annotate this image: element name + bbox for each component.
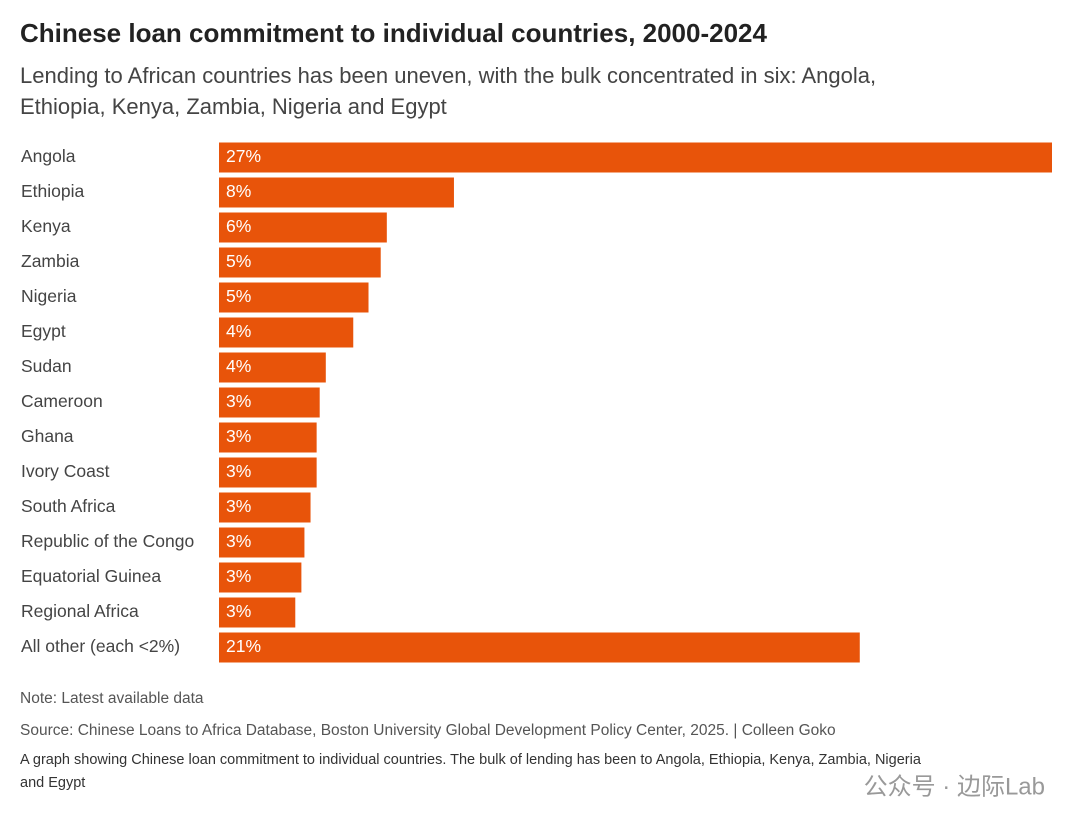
category-label: Zambia: [21, 251, 80, 271]
category-label: Republic of the Congo: [21, 531, 194, 551]
value-label: 3%: [226, 461, 251, 481]
caption: and Egypt: [20, 775, 85, 791]
category-label: Nigeria: [21, 286, 77, 306]
category-label: Cameroon: [21, 391, 103, 411]
category-label: Ethiopia: [21, 181, 85, 201]
bar: [219, 597, 296, 628]
chart-subtitle: Lending to African countries has been un…: [20, 63, 876, 88]
bar: [219, 562, 302, 593]
value-label: 8%: [226, 181, 251, 201]
bar: [219, 177, 454, 208]
chart-subtitle: Ethiopia, Kenya, Zambia, Nigeria and Egy…: [20, 94, 447, 119]
value-label: 3%: [226, 566, 251, 586]
category-label: Equatorial Guinea: [21, 566, 161, 586]
value-label: 5%: [226, 286, 251, 306]
value-label: 6%: [226, 216, 251, 236]
category-label: Ghana: [21, 426, 74, 446]
bar: [219, 212, 387, 243]
value-label: 27%: [226, 146, 261, 166]
bar: [219, 142, 1052, 173]
category-label: Egypt: [21, 321, 66, 341]
bar: [219, 527, 305, 558]
note: Note: Latest available data: [20, 690, 204, 707]
caption: A graph showing Chinese loan commitment …: [20, 752, 922, 768]
category-label: Ivory Coast: [21, 461, 110, 481]
bar: [219, 247, 381, 278]
watermark: 公众号 · 边际Lab: [864, 773, 1045, 800]
category-label: Kenya: [21, 216, 71, 236]
category-label: Sudan: [21, 356, 72, 376]
source: Source: Chinese Loans to Africa Database…: [20, 722, 836, 739]
value-label: 4%: [226, 356, 251, 376]
bar: [219, 282, 369, 313]
bar: [219, 457, 317, 488]
bar: [219, 352, 326, 383]
bar: [219, 632, 860, 663]
category-label: Regional Africa: [21, 601, 139, 621]
chart-title: Chinese loan commitment to individual co…: [20, 18, 768, 48]
value-label: 4%: [226, 321, 251, 341]
category-label: South Africa: [21, 496, 116, 516]
bar: [219, 492, 311, 523]
value-label: 3%: [226, 496, 251, 516]
category-label: All other (each <2%): [21, 636, 180, 656]
bar: [219, 387, 320, 418]
value-label: 5%: [226, 251, 251, 271]
category-label: Angola: [21, 146, 76, 166]
bar: [219, 422, 317, 453]
value-label: 3%: [226, 601, 251, 621]
value-label: 21%: [226, 636, 261, 656]
value-label: 3%: [226, 391, 251, 411]
value-label: 3%: [226, 426, 251, 446]
value-label: 3%: [226, 531, 251, 551]
bar: [219, 317, 354, 348]
